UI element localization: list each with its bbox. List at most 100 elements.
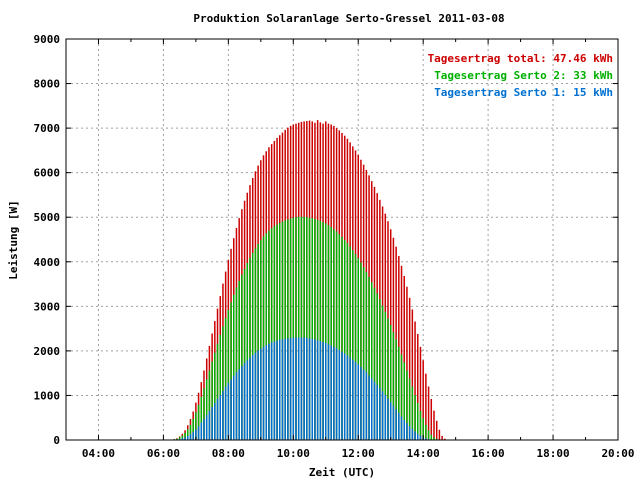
bar <box>341 352 343 440</box>
bar <box>387 399 389 440</box>
bar <box>203 419 205 440</box>
bar <box>347 355 349 440</box>
bar <box>209 411 211 440</box>
bar <box>317 340 319 440</box>
bar <box>255 353 257 440</box>
bar <box>268 344 270 440</box>
bar <box>325 343 327 440</box>
y-tick-label: 3000 <box>34 300 61 313</box>
bar <box>247 360 249 440</box>
bar <box>320 341 322 440</box>
bar <box>382 391 384 440</box>
bar <box>376 385 378 440</box>
x-tick-label: 12:00 <box>342 447 375 460</box>
bar <box>263 347 265 440</box>
bar <box>436 421 438 440</box>
bar <box>290 338 292 440</box>
bar <box>441 436 443 440</box>
bar <box>257 350 259 440</box>
bar <box>409 426 411 440</box>
bar <box>244 363 246 440</box>
bar <box>385 395 387 440</box>
chart-title: Produktion Solaranlage Serto-Gressel 201… <box>193 12 504 25</box>
x-tick-label: 08:00 <box>212 447 245 460</box>
bar <box>265 345 267 440</box>
bar <box>192 432 194 440</box>
bar <box>355 362 357 440</box>
bar <box>225 387 227 440</box>
y-tick-label: 7000 <box>34 122 61 135</box>
bar <box>230 379 232 440</box>
bar <box>287 338 289 440</box>
bar <box>339 350 341 440</box>
bar <box>222 391 224 440</box>
bar <box>406 423 408 440</box>
bar <box>322 342 324 440</box>
bar <box>352 360 354 440</box>
x-tick-label: 10:00 <box>277 447 310 460</box>
bar <box>431 399 433 440</box>
bar <box>282 339 284 440</box>
bar <box>393 406 395 440</box>
x-axis-label: Zeit (UTC) <box>309 466 375 479</box>
bar <box>190 434 192 440</box>
bar <box>303 338 305 440</box>
bar <box>368 375 370 440</box>
x-tick-label: 20:00 <box>601 447 634 460</box>
bar <box>333 347 335 440</box>
bar <box>238 369 240 440</box>
bar <box>249 358 251 440</box>
bar <box>390 402 392 440</box>
bar <box>425 425 427 440</box>
bar <box>344 354 346 440</box>
y-axis-label: Leistung [W] <box>7 200 20 279</box>
legend-entry: Tagesertrag Serto 2: 33 kWh <box>434 69 613 82</box>
bar <box>274 342 276 440</box>
bar <box>414 432 416 440</box>
y-tick-label: 1000 <box>34 389 61 402</box>
bar <box>412 429 414 440</box>
bar <box>271 342 273 440</box>
bar <box>420 436 422 440</box>
bar <box>228 383 230 440</box>
bar <box>236 372 238 440</box>
bar <box>360 367 362 440</box>
y-tick-label: 8000 <box>34 78 61 91</box>
bar <box>311 339 313 440</box>
bar <box>298 338 300 440</box>
bar <box>374 382 376 440</box>
bar <box>363 370 365 440</box>
bar <box>395 409 397 440</box>
legend-entry: Tagesertrag total: 47.46 kWh <box>428 52 613 65</box>
bar <box>198 426 200 440</box>
x-tick-label: 06:00 <box>147 447 180 460</box>
bar <box>206 415 208 440</box>
bar <box>366 372 368 440</box>
bar <box>314 339 316 440</box>
bar <box>371 379 373 440</box>
legend-entry: Tagesertrag Serto 1: 15 kWh <box>434 86 613 99</box>
bar <box>336 348 338 440</box>
bar <box>349 358 351 440</box>
bar <box>401 416 403 440</box>
bar <box>201 423 203 440</box>
bar <box>284 339 286 440</box>
bar <box>260 349 262 440</box>
x-tick-label: 18:00 <box>536 447 569 460</box>
bar <box>433 411 435 440</box>
bar-series-layer <box>171 120 449 440</box>
bar <box>214 403 216 440</box>
x-tick-label: 04:00 <box>82 447 115 460</box>
bar <box>211 407 213 440</box>
bar <box>295 338 297 440</box>
bar <box>233 376 235 440</box>
y-tick-label: 4000 <box>34 256 61 269</box>
bar <box>379 388 381 440</box>
bar <box>309 338 311 440</box>
bar <box>219 395 221 440</box>
bar <box>301 338 303 440</box>
bar <box>252 355 254 440</box>
bar <box>276 341 278 440</box>
bar <box>417 434 419 440</box>
